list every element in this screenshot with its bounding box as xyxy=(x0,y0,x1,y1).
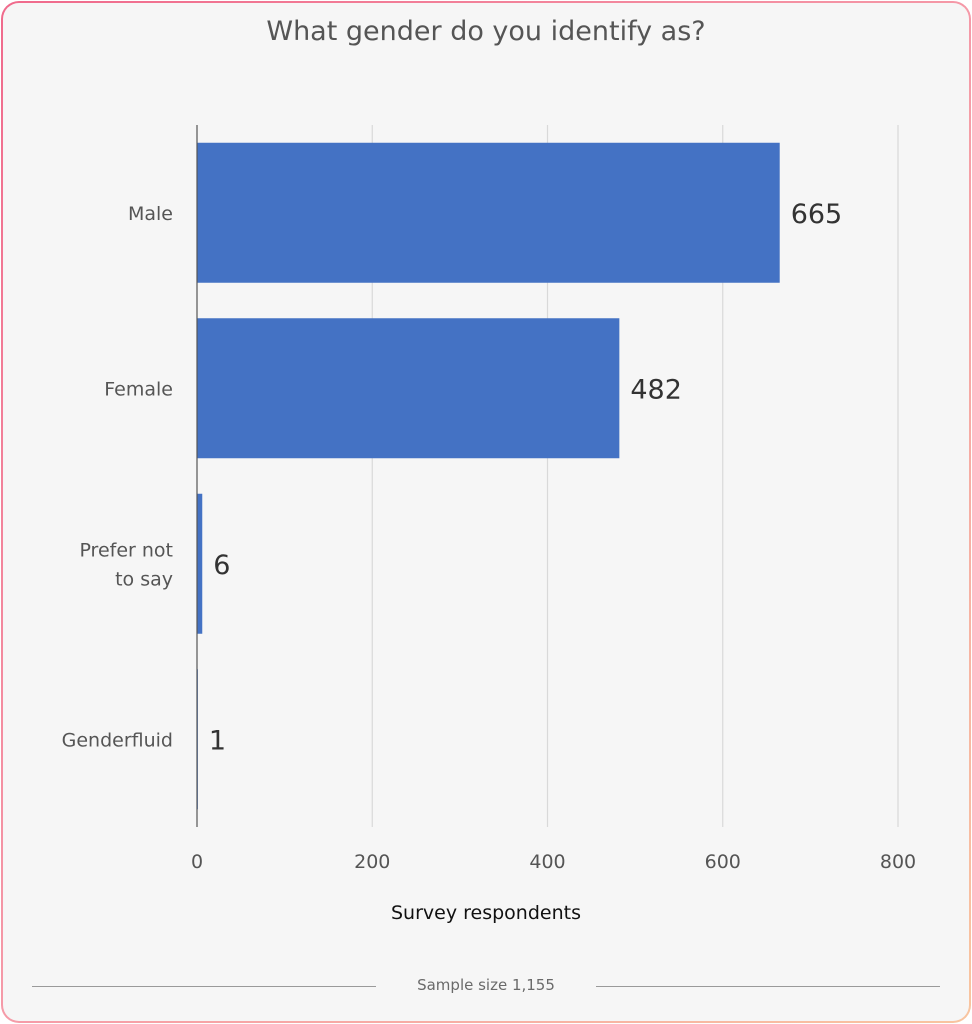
bar-female xyxy=(197,318,620,459)
category-label-genderfluid: Genderfluid xyxy=(62,729,173,751)
category-label-male: Male xyxy=(128,203,173,225)
x-tick-label: 0 xyxy=(191,851,203,873)
footer-divider-left xyxy=(32,986,376,987)
x-tick-label: 600 xyxy=(705,851,741,873)
chart-title: What gender do you identify as? xyxy=(266,16,706,47)
bars xyxy=(197,142,780,810)
x-tick-label: 400 xyxy=(529,851,565,873)
category-label-female: Female xyxy=(104,378,173,400)
category-label-prefer-not-to-say: Prefer not to say xyxy=(79,539,173,590)
x-tick-label: 200 xyxy=(354,851,390,873)
data-label-male: 665 xyxy=(791,199,843,230)
x-axis-title: Survey respondents xyxy=(391,902,581,924)
data-label-prefer-not-to-say: 6 xyxy=(213,550,230,581)
sample-size-note: Sample size 1,155 xyxy=(417,976,555,994)
bar-male xyxy=(197,142,780,283)
labels: 0 200 400 600 800 Male 665 Female 482 Prefer not t… xyxy=(62,199,917,873)
x-tick-label: 800 xyxy=(880,851,916,873)
bar-prefer-not-to-say xyxy=(197,493,203,634)
footer-divider-right xyxy=(596,986,940,987)
data-label-female: 482 xyxy=(630,374,682,405)
data-label-genderfluid: 1 xyxy=(209,725,226,756)
